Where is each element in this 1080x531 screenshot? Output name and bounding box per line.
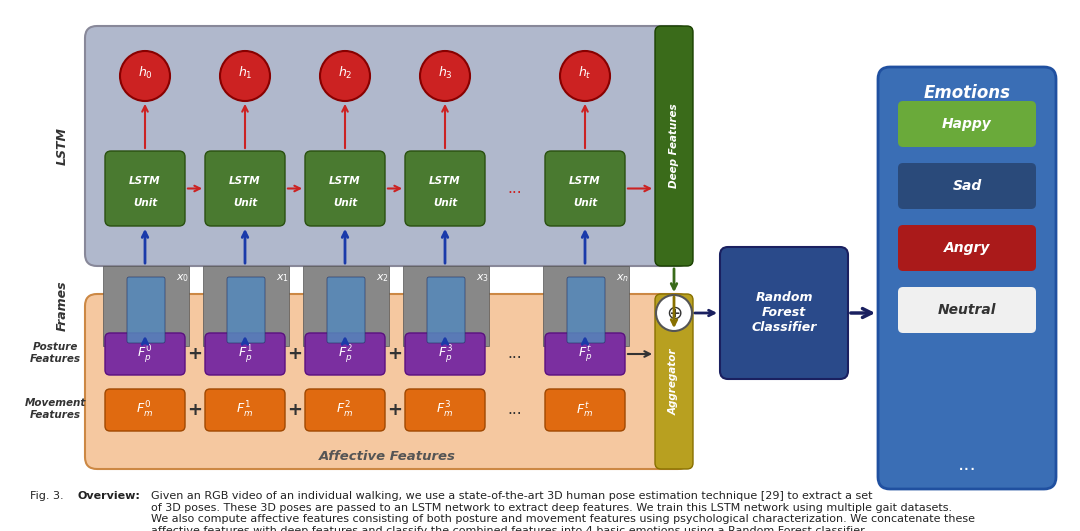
Text: LSTM: LSTM <box>55 127 68 165</box>
Text: $\mathit{F}_p^{0}$: $\mathit{F}_p^{0}$ <box>137 343 152 365</box>
Text: +: + <box>188 401 203 419</box>
Text: Movement
Features: Movement Features <box>25 398 85 420</box>
Text: $\mathit{F}_p^{t}$: $\mathit{F}_p^{t}$ <box>578 344 592 364</box>
Text: Unit: Unit <box>572 199 597 209</box>
Text: Fig. 3.: Fig. 3. <box>30 491 67 501</box>
Text: Neutral: Neutral <box>937 303 996 317</box>
FancyBboxPatch shape <box>205 389 285 431</box>
FancyBboxPatch shape <box>205 151 285 226</box>
Text: +: + <box>287 345 302 363</box>
Text: $\mathit{F}_m^{1}$: $\mathit{F}_m^{1}$ <box>237 400 254 420</box>
FancyBboxPatch shape <box>327 277 365 343</box>
FancyBboxPatch shape <box>305 333 384 375</box>
FancyBboxPatch shape <box>85 26 690 266</box>
Bar <box>303 266 389 346</box>
Text: LSTM: LSTM <box>329 176 361 186</box>
Text: Unit: Unit <box>333 199 357 209</box>
FancyBboxPatch shape <box>105 333 185 375</box>
Text: +: + <box>287 401 302 419</box>
Text: Deep Features: Deep Features <box>669 104 679 189</box>
Text: Aggregator: Aggregator <box>669 348 679 415</box>
Circle shape <box>420 51 470 101</box>
Text: $\mathit{F}_m^{3}$: $\mathit{F}_m^{3}$ <box>436 400 454 420</box>
Text: Overview:: Overview: <box>78 491 140 501</box>
Text: $\mathit{x}_{2}$: $\mathit{x}_{2}$ <box>377 272 390 284</box>
FancyBboxPatch shape <box>405 389 485 431</box>
Text: Angry: Angry <box>944 241 990 255</box>
Text: +: + <box>188 345 203 363</box>
Text: Random
Forest
Classifier: Random Forest Classifier <box>752 292 816 335</box>
FancyBboxPatch shape <box>405 333 485 375</box>
Text: $\mathit{h}_{0}$: $\mathit{h}_{0}$ <box>137 65 152 81</box>
Text: +: + <box>388 345 403 363</box>
Bar <box>543 266 629 346</box>
FancyBboxPatch shape <box>85 294 690 469</box>
FancyBboxPatch shape <box>427 277 465 343</box>
FancyBboxPatch shape <box>897 101 1036 147</box>
Text: Sad: Sad <box>953 179 982 193</box>
Text: Unit: Unit <box>133 199 157 209</box>
Text: ...: ... <box>508 347 523 362</box>
FancyBboxPatch shape <box>305 389 384 431</box>
Text: $\mathit{F}_m^{2}$: $\mathit{F}_m^{2}$ <box>337 400 353 420</box>
Text: $\mathit{x}_{0}$: $\mathit{x}_{0}$ <box>176 272 190 284</box>
Text: Emotions: Emotions <box>923 84 1011 102</box>
Text: $\mathit{F}_m^{0}$: $\mathit{F}_m^{0}$ <box>136 400 153 420</box>
Text: ...: ... <box>508 402 523 417</box>
FancyBboxPatch shape <box>545 389 625 431</box>
Circle shape <box>220 51 270 101</box>
FancyBboxPatch shape <box>227 277 265 343</box>
Text: Unit: Unit <box>433 199 457 209</box>
FancyBboxPatch shape <box>105 389 185 431</box>
Text: Affective Features: Affective Features <box>319 450 456 463</box>
Circle shape <box>656 295 692 331</box>
Text: LSTM: LSTM <box>429 176 461 186</box>
Text: $\mathit{x}_{n}$: $\mathit{x}_{n}$ <box>617 272 630 284</box>
Text: $\mathit{h}_{1}$: $\mathit{h}_{1}$ <box>238 65 253 81</box>
Text: Happy: Happy <box>942 117 991 131</box>
Text: LSTM: LSTM <box>569 176 600 186</box>
Text: $\mathit{F}_p^{3}$: $\mathit{F}_p^{3}$ <box>437 343 453 365</box>
FancyBboxPatch shape <box>127 277 165 343</box>
Text: Posture
Features: Posture Features <box>29 342 81 364</box>
FancyBboxPatch shape <box>897 287 1036 333</box>
Text: $\mathit{x}_{3}$: $\mathit{x}_{3}$ <box>476 272 489 284</box>
Text: $\mathit{x}_{1}$: $\mathit{x}_{1}$ <box>276 272 289 284</box>
Bar <box>103 266 189 346</box>
Text: $\mathit{h}_{2}$: $\mathit{h}_{2}$ <box>338 65 352 81</box>
Text: $\mathit{F}_p^{2}$: $\mathit{F}_p^{2}$ <box>338 343 352 365</box>
Text: Frames: Frames <box>55 281 68 331</box>
FancyBboxPatch shape <box>205 333 285 375</box>
FancyBboxPatch shape <box>405 151 485 226</box>
Text: ...: ... <box>508 181 523 196</box>
Text: LSTM: LSTM <box>130 176 161 186</box>
FancyBboxPatch shape <box>545 151 625 226</box>
FancyBboxPatch shape <box>897 163 1036 209</box>
Bar <box>203 266 289 346</box>
Circle shape <box>120 51 170 101</box>
FancyBboxPatch shape <box>105 151 185 226</box>
Text: $\mathit{F}_p^{1}$: $\mathit{F}_p^{1}$ <box>238 343 253 365</box>
FancyBboxPatch shape <box>878 67 1056 489</box>
FancyBboxPatch shape <box>545 333 625 375</box>
Bar <box>403 266 489 346</box>
Text: $\mathit{h}_{t}$: $\mathit{h}_{t}$ <box>578 65 592 81</box>
FancyBboxPatch shape <box>567 277 605 343</box>
FancyBboxPatch shape <box>654 294 693 469</box>
FancyBboxPatch shape <box>897 225 1036 271</box>
Text: +: + <box>388 401 403 419</box>
FancyBboxPatch shape <box>654 26 693 266</box>
FancyBboxPatch shape <box>720 247 848 379</box>
Text: Given an RGB video of an individual walking, we use a state-of-the-art 3D human : Given an RGB video of an individual walk… <box>151 491 975 531</box>
Text: $\mathit{F}_m^{t}$: $\mathit{F}_m^{t}$ <box>577 400 594 419</box>
Text: $\oplus$: $\oplus$ <box>665 304 683 322</box>
FancyBboxPatch shape <box>305 151 384 226</box>
Circle shape <box>320 51 370 101</box>
Text: $\mathit{h}_{3}$: $\mathit{h}_{3}$ <box>437 65 453 81</box>
Text: LSTM: LSTM <box>229 176 260 186</box>
Text: ...: ... <box>958 455 976 474</box>
Text: Unit: Unit <box>233 199 257 209</box>
Circle shape <box>561 51 610 101</box>
